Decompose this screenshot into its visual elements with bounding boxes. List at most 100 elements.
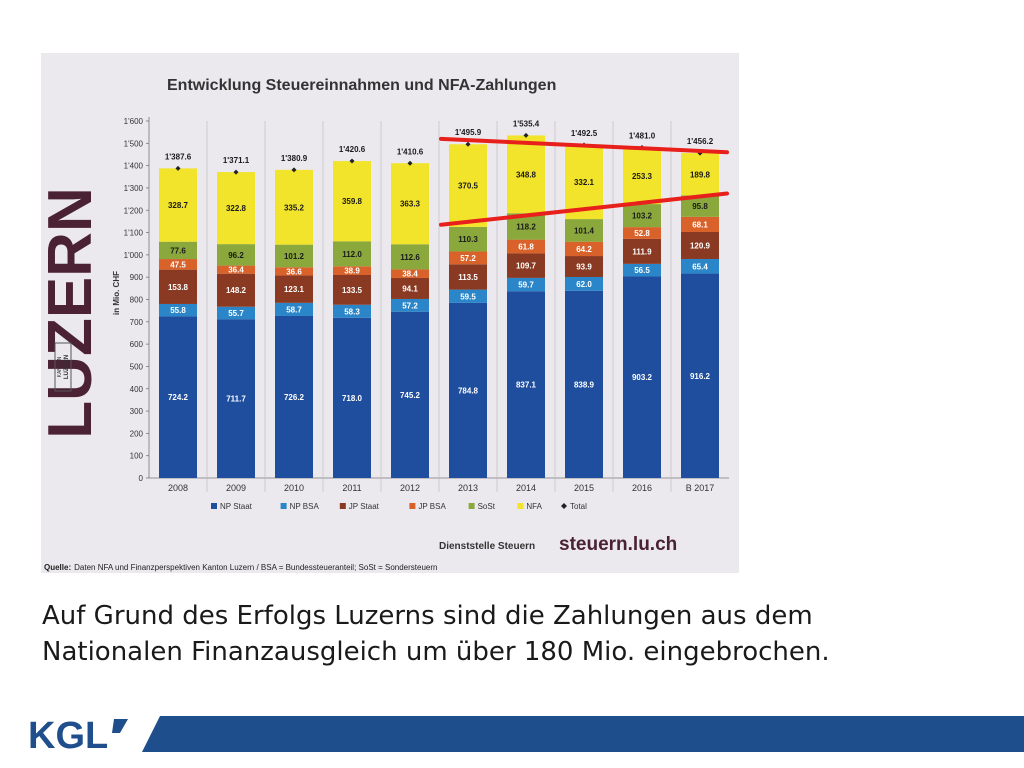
data-label: 718.0 (342, 394, 363, 403)
bar-np-staat-2011 (333, 317, 371, 478)
data-label: 58.7 (286, 305, 302, 314)
total-label: 1'456.2 (687, 137, 714, 146)
data-label: 56.5 (634, 266, 650, 275)
bar-sost-2016 (623, 204, 661, 228)
x-tick-label: 2016 (632, 483, 652, 493)
bar-jp-bsa-2015 (565, 241, 603, 257)
x-tick-label: 2015 (574, 483, 594, 493)
bar-jp-bsa-2013 (449, 251, 487, 265)
legend-swatch-total (561, 503, 567, 509)
bar-jp-bsa-2008 (159, 259, 197, 270)
bar-sost-2011 (333, 241, 371, 267)
x-tick-label: 2008 (168, 483, 188, 493)
data-label: 838.9 (574, 380, 595, 389)
data-label: 253.3 (632, 172, 653, 181)
bar-sost-2012 (391, 244, 429, 270)
bar-jp-bsa-2010 (275, 267, 313, 276)
bar-np-staat-2016 (623, 276, 661, 478)
bar-jp-bsa-2016 (623, 227, 661, 239)
legend-label-jp-bsa: JP BSA (418, 502, 446, 511)
total-marker (407, 160, 413, 166)
bar-nfa-2012 (391, 163, 429, 245)
caption-line-1: Auf Grund des Erfolgs Luzerns sind die Z… (42, 601, 813, 631)
data-label: 52.8 (634, 229, 650, 238)
data-label: 77.6 (170, 246, 186, 255)
bar-jp-staat-2010 (275, 275, 313, 303)
y-axis-label: in Mio. CHF (112, 271, 121, 315)
total-label: 1'371.1 (223, 156, 250, 165)
data-label: 322.8 (226, 204, 247, 213)
y-tick-label: 1'300 (124, 184, 144, 193)
data-label: 348.8 (516, 170, 537, 179)
data-label: 903.2 (632, 373, 653, 382)
bar-np-bsa-2013 (449, 289, 487, 303)
chart-background (41, 53, 739, 573)
data-label: 55.7 (228, 309, 244, 318)
x-tick-label: 2013 (458, 483, 478, 493)
data-label: 745.2 (400, 391, 421, 400)
data-label: 837.1 (516, 381, 537, 390)
y-tick-label: 0 (139, 474, 144, 483)
legend-label-np-staat: NP Staat (220, 502, 253, 511)
total-marker (523, 132, 529, 138)
legend-swatch-np-staat (211, 503, 217, 509)
data-label: 111.9 (632, 247, 652, 256)
total-marker (465, 141, 471, 147)
x-tick-label: 2014 (516, 483, 536, 493)
kanton-badge-line1: KANTON (57, 356, 63, 377)
source-label: Quelle: (44, 563, 71, 572)
data-label: 133.5 (342, 286, 363, 295)
bar-np-bsa-2011 (333, 304, 371, 318)
data-label: 101.2 (284, 252, 305, 261)
bar-nfa-b-2017 (681, 153, 719, 196)
bar-nfa-2009 (217, 172, 255, 245)
trend-line-lower (439, 191, 729, 227)
total-label: 1'481.0 (629, 132, 656, 141)
bar-np-bsa-2016 (623, 263, 661, 277)
y-tick-label: 700 (130, 318, 144, 327)
bar-np-staat-2014 (507, 291, 545, 478)
data-label: 61.8 (518, 243, 534, 252)
bar-np-bsa-2010 (275, 302, 313, 316)
data-label: 110.3 (458, 235, 478, 244)
total-marker (175, 165, 181, 171)
total-label: 1'492.5 (571, 129, 598, 138)
kgl-logo-mark (112, 719, 128, 733)
data-label: 153.8 (168, 283, 189, 292)
data-label: 101.4 (574, 226, 595, 235)
bar-jp-bsa-2012 (391, 269, 429, 278)
legend-label-nfa: NFA (526, 502, 542, 511)
y-tick-label: 100 (130, 452, 144, 461)
x-tick-label: 2011 (342, 483, 361, 493)
chart-title: Entwicklung Steuereinnahmen und NFA-Zahl… (167, 77, 556, 94)
y-tick-label: 1'600 (124, 117, 144, 126)
bar-jp-staat-2015 (565, 256, 603, 277)
data-label: 118.2 (516, 222, 536, 231)
data-label: 65.4 (692, 262, 708, 271)
data-label: 68.1 (692, 220, 708, 229)
bar-np-staat-2012 (391, 311, 429, 478)
data-label: 148.2 (226, 286, 247, 295)
data-label: 359.8 (342, 197, 363, 206)
total-label: 1'420.6 (339, 145, 366, 154)
bar-sost-b-2017 (681, 195, 719, 217)
x-tick-label: 2012 (400, 483, 420, 493)
bar-sost-2010 (275, 244, 313, 268)
trend-line-upper (439, 136, 729, 155)
data-label: 784.8 (458, 386, 479, 395)
y-tick-label: 1'400 (124, 162, 144, 171)
data-label: 95.8 (692, 202, 708, 211)
bar-sost-2008 (159, 241, 197, 260)
bar-np-staat-2008 (159, 316, 197, 478)
y-tick-label: 900 (130, 273, 144, 282)
bar-np-bsa-2014 (507, 277, 545, 292)
data-label: 120.9 (690, 241, 711, 250)
data-label: 64.2 (576, 245, 592, 254)
data-label: 103.2 (632, 212, 653, 221)
bar-nfa-2016 (623, 147, 661, 205)
bar-sost-2013 (449, 226, 487, 252)
bar-jp-staat-2009 (217, 273, 255, 307)
bar-jp-staat-2008 (159, 269, 197, 304)
data-label: 726.2 (284, 393, 305, 402)
bar-jp-bsa-2009 (217, 265, 255, 274)
